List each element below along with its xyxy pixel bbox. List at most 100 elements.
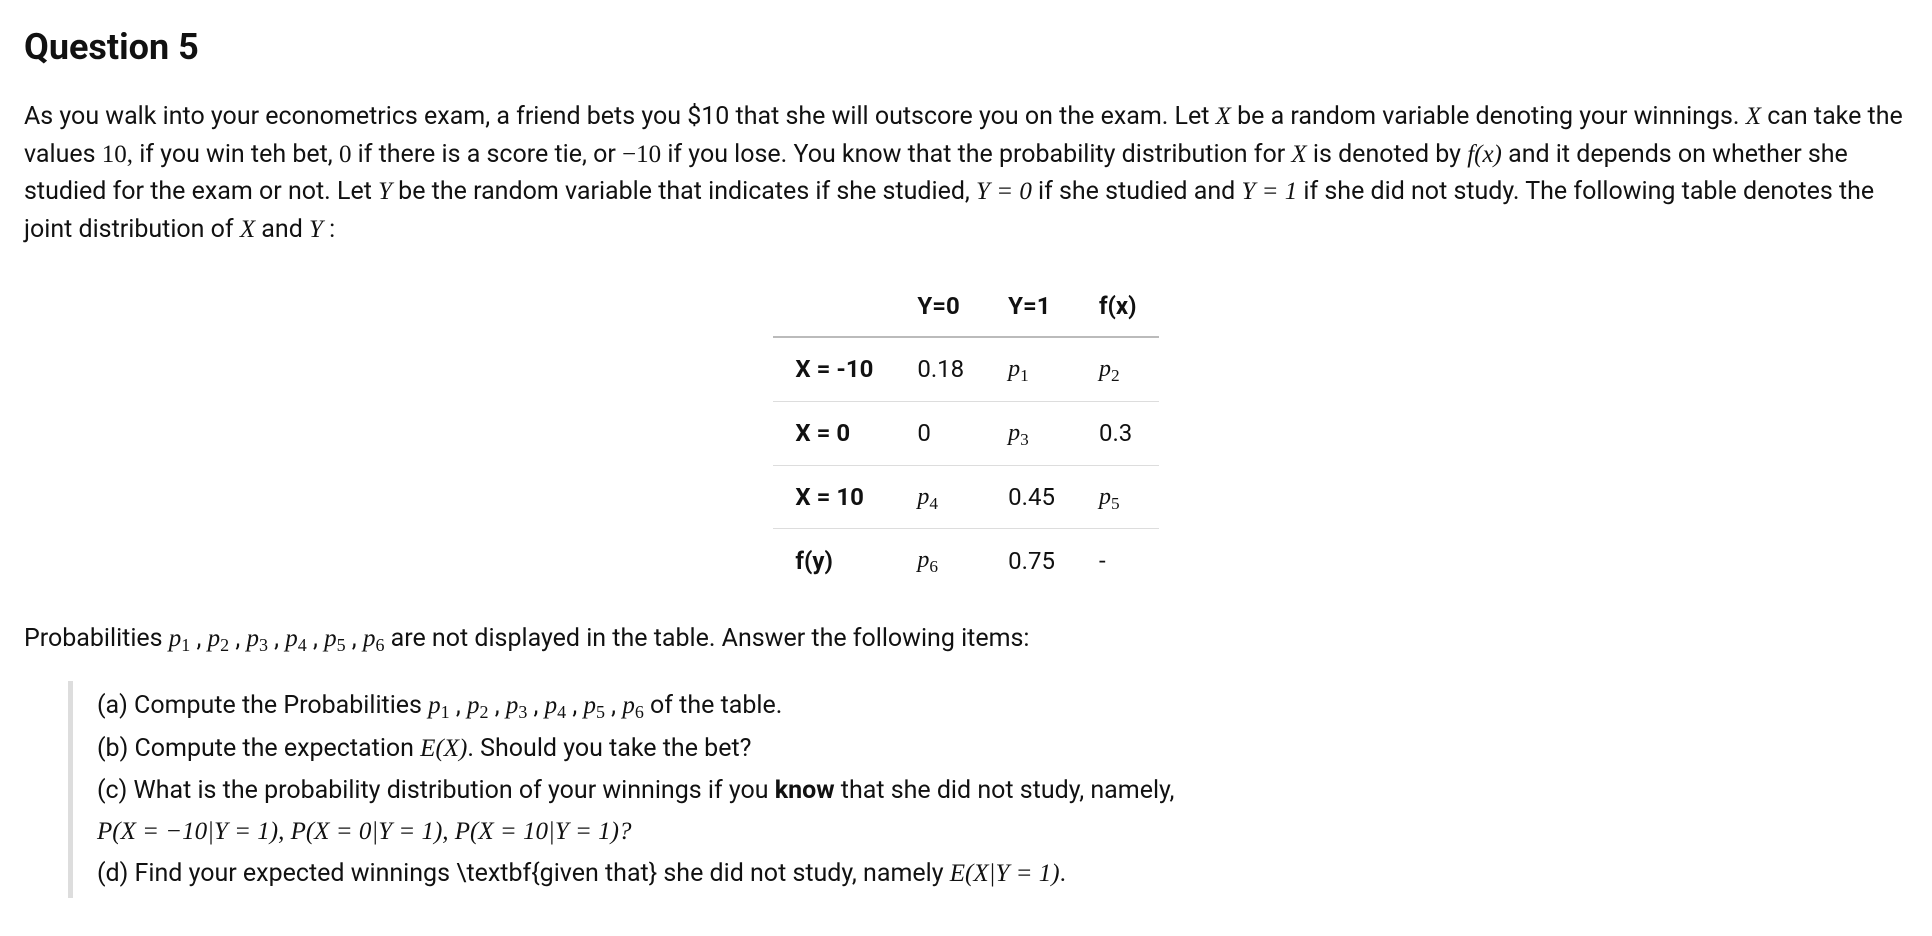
- after-table-text: Probabilities p1 , p2 , p3 , p4 , p5 , p…: [24, 620, 1908, 659]
- table-row: X = 10 p4 0.45 p5: [773, 465, 1158, 529]
- conditional-probs: P(X = −10|Y = 1), P(X = 0|Y = 1), P(X = …: [97, 818, 632, 845]
- sub: 5: [337, 635, 346, 655]
- text: if she studied and: [1032, 177, 1242, 206]
- p: p: [363, 625, 376, 652]
- p: p: [622, 692, 635, 719]
- text: :: [323, 215, 335, 244]
- text: that she did not study, namely,: [835, 776, 1175, 805]
- p: p: [506, 692, 519, 719]
- sub: 1: [441, 702, 450, 722]
- text: is denoted by: [1307, 140, 1467, 169]
- sub: 4: [557, 702, 566, 722]
- text: if you lose. You know that the probabili…: [661, 140, 1291, 169]
- value-neg10: −10: [622, 141, 661, 168]
- item-d: (d) Find your expected winnings \textbf{…: [97, 855, 1908, 893]
- value-0: 0: [339, 141, 352, 168]
- row-header: f(y): [773, 529, 895, 592]
- cell: 0.18: [895, 337, 986, 401]
- cell: 0.3: [1077, 401, 1159, 465]
- sub: 1: [1020, 366, 1029, 385]
- table-header-row: Y=0 Y=1 f(x): [773, 276, 1158, 337]
- text: .: [1060, 859, 1067, 888]
- row-header: X = 0: [773, 401, 895, 465]
- var-y: Y: [378, 178, 392, 205]
- p: p: [1008, 420, 1020, 446]
- comma: ,: [450, 691, 467, 720]
- eq-y1: Y = 1: [1241, 178, 1297, 205]
- question-title: Question 5: [24, 20, 1908, 74]
- table-header: Y=1: [986, 276, 1077, 337]
- p: p: [917, 484, 929, 510]
- table-row: X = 0 0 p3 0.3: [773, 401, 1158, 465]
- p: p: [583, 692, 596, 719]
- text: (c) What is the probability distribution…: [97, 776, 775, 805]
- text: Probabilities: [24, 624, 169, 653]
- text: . Should you take the bet?: [467, 734, 751, 763]
- p: p: [1099, 356, 1111, 382]
- cell: p1: [986, 337, 1077, 401]
- row-header: X = 10: [773, 465, 895, 529]
- comma: ,: [268, 624, 285, 653]
- sub: 3: [518, 702, 527, 722]
- value-10: 10,: [102, 141, 133, 168]
- text: (b) Compute the expectation: [97, 734, 420, 763]
- p: p: [917, 547, 929, 573]
- sub: 3: [259, 635, 268, 655]
- sub: 3: [1020, 430, 1029, 449]
- text: of the table.: [644, 691, 783, 720]
- p: p: [169, 625, 182, 652]
- comma: ,: [346, 624, 363, 653]
- item-c-eq: P(X = −10|Y = 1), P(X = 0|Y = 1), P(X = …: [97, 813, 1908, 851]
- p: p: [545, 692, 558, 719]
- table-header: Y=0: [895, 276, 986, 337]
- sub: 4: [929, 493, 938, 512]
- text: As you walk into your econometrics exam,…: [24, 102, 1216, 131]
- cell: p6: [895, 529, 986, 592]
- question-intro: As you walk into your econometrics exam,…: [24, 98, 1908, 248]
- var-x: X: [1216, 103, 1231, 130]
- expectation-ex: E(X): [420, 735, 467, 762]
- p: p: [208, 625, 221, 652]
- row-header: X = -10: [773, 337, 895, 401]
- sub: 6: [929, 557, 938, 576]
- eq-y0: Y = 0: [976, 178, 1032, 205]
- joint-distribution-table: Y=0 Y=1 f(x) X = -10 0.18 p1 p2 X = 0 0 …: [773, 276, 1158, 592]
- p: p: [285, 625, 298, 652]
- text: if you win teh bet,: [133, 140, 339, 169]
- sub: 1: [181, 635, 190, 655]
- comma: ,: [605, 691, 622, 720]
- sub: 5: [1111, 493, 1120, 512]
- p: p: [324, 625, 337, 652]
- text: and: [255, 215, 309, 244]
- cell: -: [1077, 529, 1159, 592]
- cell: 0.45: [986, 465, 1077, 529]
- table-header-blank: [773, 276, 895, 337]
- text: (d) Find your expected winnings \textbf{…: [97, 859, 950, 888]
- comma: ,: [489, 691, 506, 720]
- cell: 0: [895, 401, 986, 465]
- p: p: [1008, 356, 1020, 382]
- var-y: Y: [309, 216, 323, 243]
- text: (a) Compute the Probabilities: [97, 691, 428, 720]
- comma: ,: [229, 624, 246, 653]
- p: p: [246, 625, 259, 652]
- question-items: (a) Compute the Probabilities p1 , p2 , …: [68, 681, 1908, 898]
- var-x: X: [1746, 103, 1761, 130]
- sub: 2: [1111, 366, 1120, 385]
- bold-know: know: [775, 776, 835, 805]
- comma: ,: [307, 624, 324, 653]
- cell: p2: [1077, 337, 1159, 401]
- text: if there is a score tie, or: [351, 140, 622, 169]
- sub: 5: [596, 702, 605, 722]
- text: be a random variable denoting your winni…: [1231, 102, 1746, 131]
- var-x: X: [240, 216, 255, 243]
- fn-fx: f(x): [1467, 141, 1502, 168]
- sub: 4: [298, 635, 307, 655]
- var-x: X: [1291, 141, 1306, 168]
- sub: 6: [635, 702, 644, 722]
- item-a: (a) Compute the Probabilities p1 , p2 , …: [97, 687, 1908, 726]
- p: p: [1099, 484, 1111, 510]
- sub: 2: [220, 635, 229, 655]
- p: p: [467, 692, 480, 719]
- cell: p5: [1077, 465, 1159, 529]
